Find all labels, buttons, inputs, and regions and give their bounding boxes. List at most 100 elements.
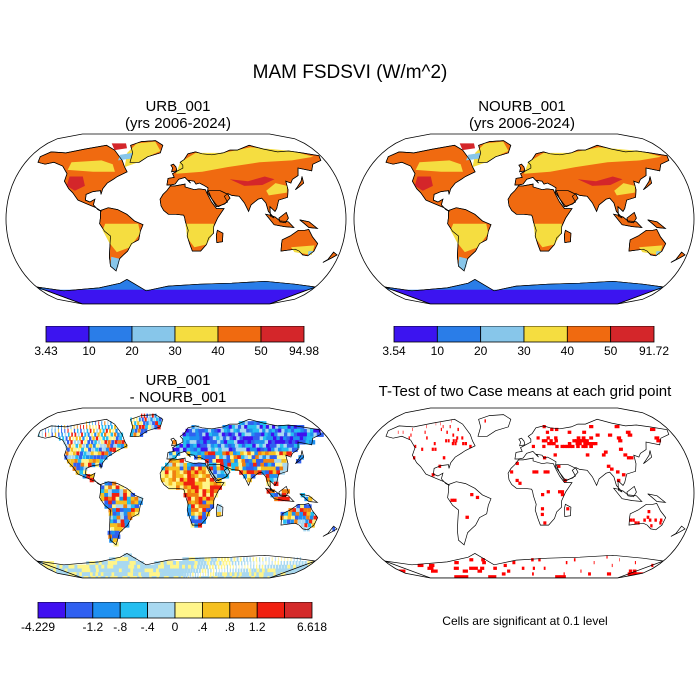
map-diff-cell-1037 bbox=[281, 557, 282, 562]
map-diff-cell-1240 bbox=[138, 568, 145, 573]
map-diff-cell-685 bbox=[254, 470, 259, 475]
colorbar-urb-box-0 bbox=[45, 326, 90, 343]
map-diff-cell-30 bbox=[143, 421, 146, 426]
map-diff-cell-128 bbox=[140, 428, 144, 434]
map-diff-cell-766 bbox=[168, 485, 173, 490]
map-diff-cell-1094 bbox=[241, 561, 243, 566]
panel-title-nourb-line1: NOURB_001 bbox=[478, 98, 566, 115]
map-diff-border bbox=[5, 407, 347, 579]
map-diff-cell-1054 bbox=[104, 561, 111, 566]
map-diff-cell-1035 bbox=[274, 557, 276, 562]
map-diff-cell-928 bbox=[302, 511, 307, 517]
map-ttest-coast-newZealand bbox=[670, 525, 686, 537]
map-diff-cell-1260 bbox=[195, 568, 199, 573]
map-diff-cell-477 bbox=[190, 451, 195, 456]
map-diff-cell-1427 bbox=[161, 576, 167, 578]
map-diff-cell-841 bbox=[209, 496, 215, 502]
map-diff-cell-816 bbox=[206, 493, 211, 498]
map-diff-cell-889 bbox=[119, 508, 125, 513]
map-diff-cell-1363 bbox=[227, 572, 231, 577]
map-diff-cell-351 bbox=[291, 440, 298, 445]
map-diff-cell-1369 bbox=[241, 572, 247, 577]
map-ttest-sig-cell-156 bbox=[634, 561, 636, 565]
map-diff-cell-190 bbox=[100, 432, 104, 437]
colorbar-diff-label-2: -1.2 bbox=[82, 620, 103, 634]
map-diff-cell-900 bbox=[217, 508, 222, 513]
map-diff-cell-905 bbox=[303, 508, 308, 513]
map-diff-cell-258 bbox=[109, 436, 112, 441]
map-diff-cell-250 bbox=[82, 436, 85, 441]
map-diff-cell-1 bbox=[143, 413, 146, 419]
map-diff-cell-831 bbox=[126, 496, 132, 502]
map-diff-cell-1021 bbox=[230, 557, 233, 562]
map-diff-cell-123 bbox=[112, 428, 115, 434]
map-diff-cell-218 bbox=[238, 432, 244, 437]
map-diff-cell-118 bbox=[96, 428, 99, 434]
colorbar-diff-box-3 bbox=[119, 602, 148, 619]
map-diff-cell-808 bbox=[126, 493, 132, 498]
map-diff-cell-1367 bbox=[236, 572, 242, 577]
map-diff-cell-1180 bbox=[226, 564, 229, 570]
map-diff-cell-1271 bbox=[227, 568, 229, 573]
map-diff-cell-639 bbox=[209, 466, 214, 471]
map-diff-cell-601 bbox=[201, 462, 207, 468]
map-diff-cell-292 bbox=[283, 436, 290, 441]
map-urb-coast-newGuinea bbox=[299, 219, 319, 229]
map-diff-cell-1154 bbox=[149, 564, 154, 570]
map-diff-cell-1268 bbox=[218, 568, 220, 573]
map-diff-cell-1198 bbox=[278, 564, 282, 570]
map-diff-cell-681 bbox=[239, 470, 244, 475]
map-diff-cell-438 bbox=[218, 447, 223, 453]
map-diff-cell-1001 bbox=[118, 557, 124, 562]
map-ttest-sig-cell-37 bbox=[581, 436, 586, 440]
map-diff-cell-287 bbox=[266, 436, 273, 441]
map-diff-cell-1265 bbox=[210, 568, 212, 573]
map-diff-cell-843 bbox=[277, 496, 283, 502]
map-diff-cell-1158 bbox=[161, 564, 166, 570]
map-diff-cell-865 bbox=[104, 504, 110, 509]
map-diff-cell-522 bbox=[204, 455, 210, 460]
map-diff-cell-926 bbox=[295, 511, 300, 517]
map-diff-cell-1085 bbox=[213, 561, 216, 566]
map-diff-cell-445 bbox=[242, 447, 248, 453]
map-diff-cell-624 bbox=[76, 466, 80, 471]
map-diff-cell-887 bbox=[112, 508, 117, 513]
map-diff-cell-921 bbox=[217, 511, 222, 517]
map-diff-cell-575 bbox=[263, 459, 269, 464]
map-ttest-sig-cell-90 bbox=[618, 447, 623, 451]
map-ttest-sig-cell-107 bbox=[532, 470, 536, 474]
map-diff-cell-208 bbox=[205, 432, 211, 437]
map-diff-cell-501 bbox=[275, 451, 282, 456]
map-diff-cell-915 bbox=[187, 511, 192, 517]
map-diff-cell-600 bbox=[198, 462, 203, 468]
map-diff-cell-35 bbox=[158, 421, 162, 426]
map-diff-cell-635 bbox=[190, 466, 196, 471]
map-diff-cell-120 bbox=[102, 428, 105, 434]
map-diff-cell-143 bbox=[227, 428, 233, 434]
map-diff-cell-1335 bbox=[154, 572, 160, 577]
map-diff-cell-610 bbox=[238, 462, 244, 468]
map-diff-cell-499 bbox=[268, 451, 274, 456]
map-diff-cell-348 bbox=[281, 440, 288, 445]
map-diff-cell-794 bbox=[206, 489, 211, 494]
map-diff-cell-210 bbox=[212, 432, 217, 437]
map-diff-cell-2 bbox=[146, 413, 149, 419]
map-diff-cell-780 bbox=[100, 489, 105, 494]
map-diff-cell-1355 bbox=[207, 572, 209, 577]
map-diff-cell-541 bbox=[273, 455, 279, 460]
map-diff-cell-82 bbox=[241, 425, 247, 430]
map-diff-cell-465 bbox=[83, 451, 87, 456]
map-diff-cell-795 bbox=[209, 489, 215, 494]
map-diff-cell-543 bbox=[280, 455, 286, 460]
map-diff-cell-535 bbox=[251, 455, 257, 460]
map-diff-cell-609 bbox=[234, 462, 240, 468]
map-diff-cell-24 bbox=[107, 421, 109, 426]
map-ttest-sig-cell-136 bbox=[648, 518, 652, 522]
map-nourb-field-0 bbox=[415, 160, 463, 172]
map-diff-cell-852 bbox=[119, 500, 124, 505]
map-diff-cell-369 bbox=[106, 443, 110, 449]
map-diff-cell-1165 bbox=[181, 564, 186, 570]
map-diff-cell-994 bbox=[112, 538, 118, 543]
map-diff-cell-483 bbox=[211, 451, 217, 456]
map-diff-cell-136 bbox=[204, 428, 210, 434]
